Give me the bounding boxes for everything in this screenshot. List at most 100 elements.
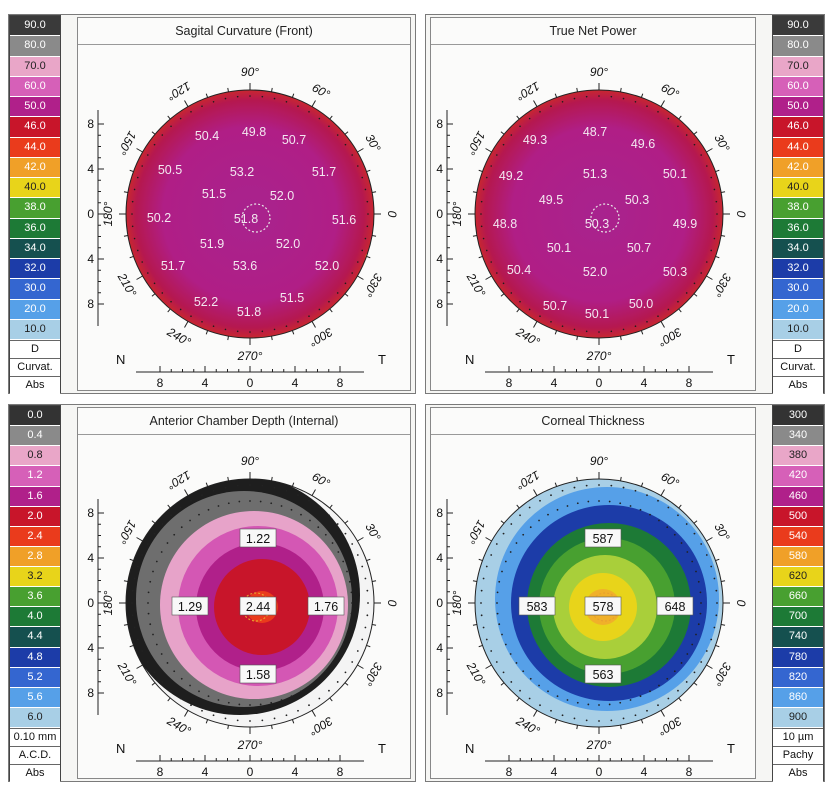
legend-scale-mode: Abs — [773, 764, 823, 782]
map-value-label: 50.5 — [158, 163, 182, 177]
legend-step: 36.0 — [10, 218, 60, 239]
legend-step: 2.8 — [10, 546, 60, 567]
map-value-label: 2.44 — [246, 600, 270, 614]
map-plot-area: True Net Power 90° 60° 30° 0 330° 300° 270° 240°… — [430, 17, 756, 391]
angle-tick — [227, 476, 229, 481]
x-tick-label: 4 — [551, 765, 558, 779]
angle-tick — [485, 275, 492, 280]
angle-tick — [123, 580, 128, 582]
angle-tick — [706, 537, 713, 542]
angle-tick — [472, 191, 477, 193]
angle-tick — [678, 504, 682, 509]
angle-tick — [129, 644, 134, 648]
value-label-box — [239, 528, 277, 548]
angle-tick — [151, 682, 156, 686]
angle-label: 30° — [711, 132, 732, 155]
map-value-label: 51.8 — [234, 212, 258, 226]
map-value-label: 1.22 — [246, 532, 270, 546]
angle-tick — [136, 537, 143, 542]
map-value-label: 51.8 — [237, 305, 261, 319]
angle-label: 330° — [361, 660, 386, 689]
angle-label: 210° — [463, 270, 488, 300]
legend-step: 70.0 — [773, 56, 823, 77]
angle-tick — [167, 697, 171, 702]
legend-step: 780 — [773, 647, 823, 668]
angle-tick — [715, 255, 720, 259]
legend-step: 820 — [773, 667, 823, 688]
angle-label: 240° — [513, 324, 543, 349]
angle-tick — [357, 664, 364, 669]
x-tick-label: 4 — [202, 765, 209, 779]
angle-label: 180° — [101, 201, 115, 226]
temporal-label: T — [378, 352, 386, 367]
angle-tick — [184, 321, 189, 328]
value-label-box — [239, 664, 277, 684]
map-value-label: 53.2 — [230, 165, 254, 179]
measurement-dots — [480, 95, 718, 333]
measurement-dots — [480, 484, 718, 722]
angle-tick — [554, 93, 558, 98]
angle-tick — [271, 336, 273, 341]
map-value-label: 50.1 — [547, 241, 571, 255]
map-value-label: 49.5 — [539, 193, 563, 207]
x-tick-label: 4 — [641, 376, 648, 390]
angle-tick — [640, 482, 644, 487]
x-tick-label: 8 — [337, 376, 344, 390]
legend-step: 30.0 — [10, 279, 60, 300]
legend-step: 32.0 — [773, 259, 823, 280]
legend-step: 90.0 — [773, 16, 823, 37]
angle-label: 210° — [463, 659, 488, 689]
legend-step: 46.0 — [773, 117, 823, 138]
map-plot-area: Corneal Thickness 90° 60° 30° 0 330° 300° 270° 2… — [430, 407, 756, 779]
legend-step: 42.0 — [10, 157, 60, 178]
angle-tick — [366, 169, 371, 173]
angle-tick — [366, 644, 371, 648]
map-value-label: 49.2 — [499, 169, 523, 183]
map-value-label: 52.0 — [276, 237, 300, 251]
angle-tick — [372, 191, 377, 193]
legend-step: 10.0 — [10, 319, 60, 340]
legend-step: 0.4 — [10, 426, 60, 447]
angle-tick — [184, 710, 189, 717]
nasal-label: N — [465, 352, 474, 367]
topography-map: 90° 60° 30° 0 330° 300° 270° 240° 210° 180° 150° 12… — [87, 65, 399, 390]
angle-tick — [620, 476, 622, 481]
legend-step: 860 — [773, 687, 823, 708]
x-tick-label: 4 — [641, 765, 648, 779]
map-value-label: 48.7 — [583, 125, 607, 139]
legend-step: 32.0 — [10, 259, 60, 280]
angle-tick — [660, 489, 665, 496]
legend-step: 60.0 — [10, 76, 60, 97]
angle-tick — [291, 719, 295, 724]
angle-tick — [715, 558, 720, 562]
map-value-label: 51.5 — [202, 187, 226, 201]
angle-tick — [640, 93, 644, 98]
y-tick-label: 8 — [436, 117, 443, 131]
measurement-dots — [131, 484, 369, 722]
angle-tick — [151, 131, 156, 135]
legend-step: 580 — [773, 546, 823, 567]
legend-step: 5.2 — [10, 667, 60, 688]
angle-tick — [640, 330, 644, 335]
legend-unit: 10 µm — [773, 728, 823, 746]
angle-label: 180° — [101, 590, 115, 615]
map-title: Corneal Thickness — [431, 408, 755, 435]
angle-tick — [372, 624, 377, 626]
x-tick-label: 0 — [596, 376, 603, 390]
angle-tick — [693, 682, 698, 686]
angle-tick — [715, 644, 720, 648]
x-tick-label: 0 — [247, 376, 254, 390]
angle-label: 60° — [659, 469, 682, 490]
map-value-label: 50.2 — [147, 211, 171, 225]
topography-map: 90° 60° 30° 0 330° 300° 270° 240° 210° 180° 150° 12… — [87, 454, 399, 779]
nasal-label: N — [465, 741, 474, 756]
legend-step: 40.0 — [773, 178, 823, 199]
legend-step: 80.0 — [773, 36, 823, 57]
legend-step: 4.4 — [10, 627, 60, 648]
legend-step: 340 — [773, 426, 823, 447]
angle-tick — [485, 664, 492, 669]
angle-tick — [227, 87, 229, 92]
map-title: Anterior Chamber Depth (Internal) — [78, 408, 410, 435]
x-tick-label: 8 — [686, 765, 693, 779]
angle-tick — [478, 255, 483, 259]
